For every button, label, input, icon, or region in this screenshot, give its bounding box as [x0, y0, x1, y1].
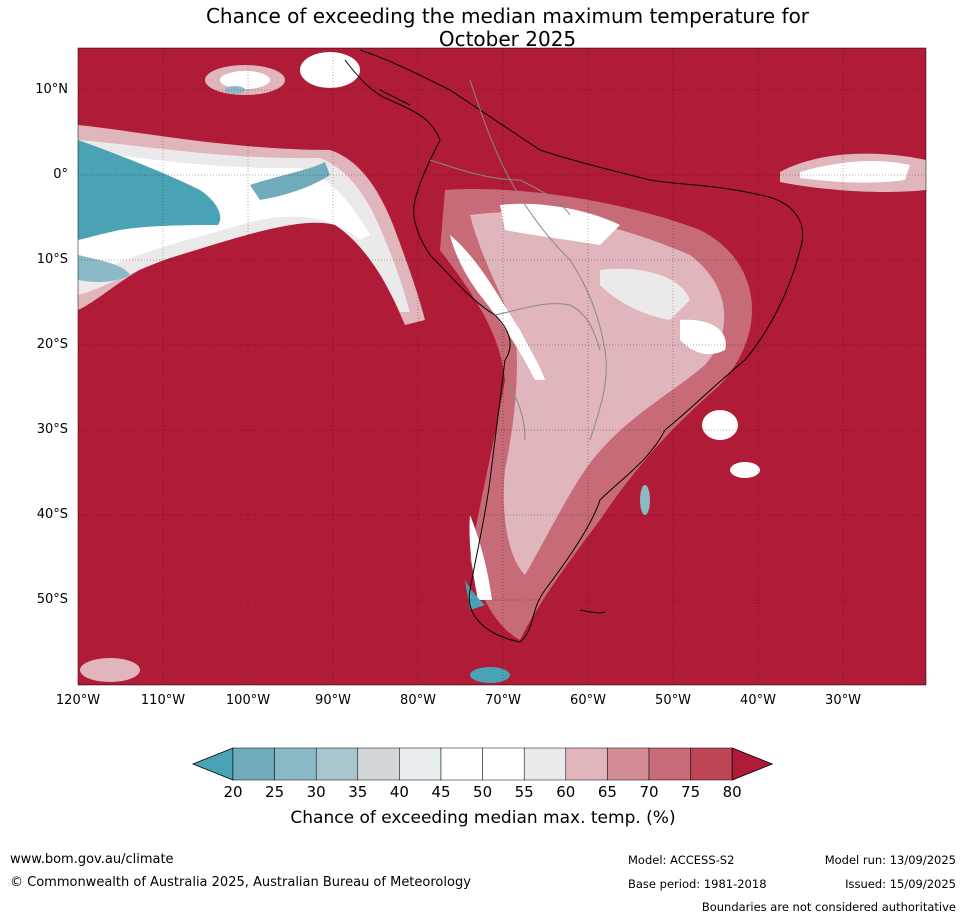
colorbar-bin [565, 747, 608, 781]
pacific-cool-anomaly [78, 125, 425, 325]
colorbar-bin [357, 747, 400, 781]
model-text: Model: ACCESS-S2 [628, 853, 735, 867]
issued-text: Issued: 15/09/2025 [845, 877, 956, 891]
lon-label-120w: 120°W [55, 693, 101, 708]
colorbar-tick-label: 30 [306, 783, 326, 801]
colorbar-tick-label: 25 [265, 783, 285, 801]
lon-label-60w: 60°W [570, 693, 606, 708]
atlantic-cool-anomaly [640, 153, 926, 515]
colorbar-tick-label: 60 [556, 783, 576, 801]
coastlines [344, 49, 804, 643]
lon-label-110w: 110°W [140, 693, 186, 708]
colorbar-tick-label: 65 [597, 783, 617, 801]
colorbar-bin [315, 747, 359, 781]
base-period-text: Base period: 1981-2018 [628, 877, 767, 891]
colorbar-tick-label: 35 [348, 783, 368, 801]
colorbar-tick-label: 75 [681, 783, 701, 801]
lat-label-10s: 10°S [36, 252, 68, 267]
colorbar-tick-label: 80 [722, 783, 742, 801]
country-borders [429, 79, 607, 441]
colorbar-tick-label: 70 [639, 783, 659, 801]
lon-label-100w: 100°W [225, 693, 271, 708]
colorbar-bin [232, 747, 275, 781]
lon-label-50w: 50°W [655, 693, 691, 708]
colorbar-extend-high [731, 747, 774, 781]
map-title-line2: October 2025 [438, 27, 577, 51]
lat-label-0: 0° [53, 167, 68, 182]
south-america-anomaly [440, 189, 753, 641]
lon-label-70w: 70°W [485, 693, 521, 708]
colorbar-bin [648, 747, 691, 781]
colorbar-bin [690, 747, 733, 781]
colorbar-label: Chance of exceeding median max. temp. (%… [290, 808, 676, 828]
website-link[interactable]: www.bom.gov.au/climate [10, 852, 174, 867]
lon-label-90w: 90°W [315, 693, 351, 708]
colorbar-tick-label: 20 [223, 783, 243, 801]
lat-label-50s: 50°S [36, 592, 68, 607]
colorbar-tick-label: 40 [389, 783, 409, 801]
colorbar-bin [607, 747, 650, 781]
lon-label-40w: 40°W [740, 693, 776, 708]
colorbar-bin [399, 747, 442, 781]
lon-label-80w: 80°W [400, 693, 436, 708]
colorbar-bin [274, 747, 317, 781]
colorbar-bin [482, 747, 525, 781]
copyright-text: © Commonwealth of Australia 2025, Austra… [10, 875, 471, 890]
disclaimer-text: Boundaries are not considered authoritat… [701, 900, 956, 914]
colorbar-bin [440, 747, 483, 781]
lat-label-30s: 30°S [36, 422, 68, 437]
colorbar-tick-label: 45 [431, 783, 451, 801]
map-title-line1: Chance of exceeding the median maximum t… [205, 4, 810, 28]
north-pacific-patches [80, 52, 510, 683]
model-run-text: Model run: 13/09/2025 [824, 853, 956, 867]
map-frame [77, 47, 927, 686]
lat-label-10n: 10°N [35, 82, 68, 97]
graticule [78, 48, 926, 685]
colorbar-tick-label: 55 [514, 783, 534, 801]
colorbar-bin [523, 747, 567, 781]
lon-label-30w: 30°W [825, 693, 861, 708]
colorbar-extend-low [191, 747, 234, 781]
colorbar [191, 747, 774, 781]
colorbar-tick-label: 50 [473, 783, 493, 801]
lat-label-20s: 20°S [36, 337, 68, 352]
lat-label-40s: 40°S [36, 507, 68, 522]
